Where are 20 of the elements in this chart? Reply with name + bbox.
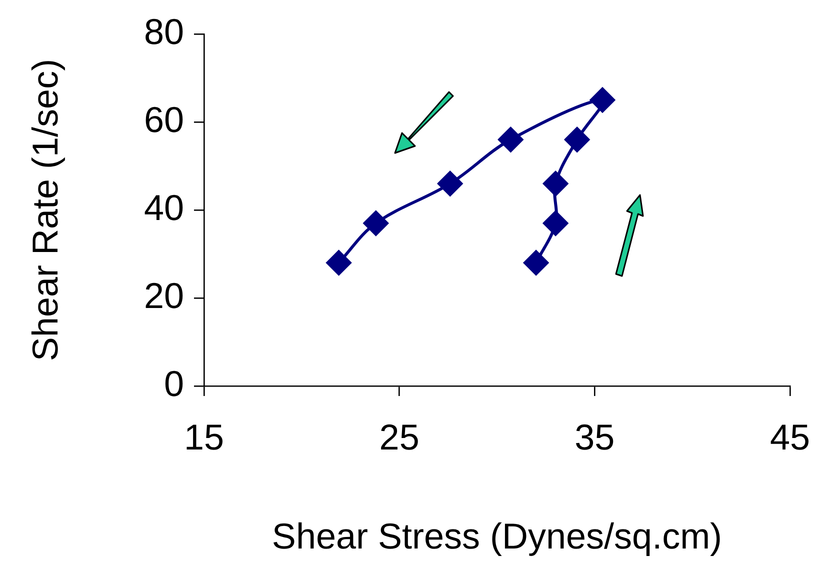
point	[590, 88, 615, 112]
x-axis-title: Shear Stress (Dynes/sq.cm)	[272, 515, 722, 556]
y-axis-title: Shear Rate (1/sec)	[24, 58, 66, 362]
y-tick-label: 0	[164, 362, 184, 404]
point	[564, 127, 590, 152]
y-tick-label: 80	[144, 10, 184, 52]
x-tick-label: 35	[574, 416, 615, 458]
y-tick-label: 40	[144, 186, 184, 228]
point	[438, 171, 463, 196]
x-tick-label: 45	[770, 416, 810, 458]
point	[363, 210, 388, 236]
point	[543, 210, 568, 236]
point	[498, 127, 524, 152]
x-tick-label: 25	[379, 416, 420, 458]
point	[326, 250, 352, 276]
x-tick-label: 15	[184, 416, 224, 458]
point	[543, 171, 568, 196]
y-tick-label: 20	[144, 274, 184, 316]
point	[524, 250, 549, 276]
y-tick-label: 60	[144, 98, 184, 140]
